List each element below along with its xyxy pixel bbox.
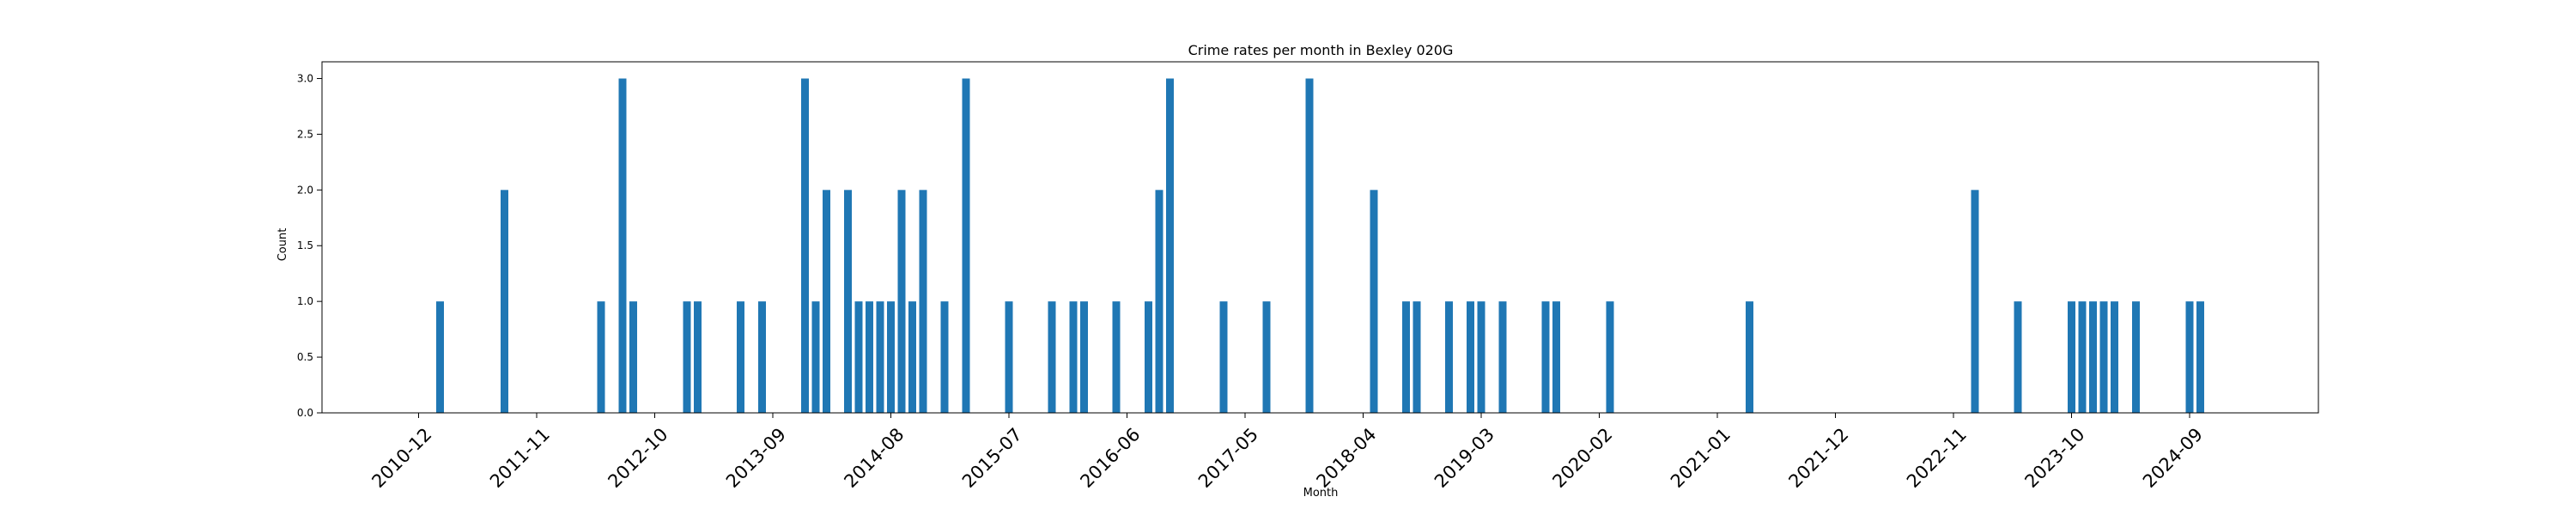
x-tick-label: 2014-08 [840, 424, 908, 492]
bar-2014-05 [854, 301, 863, 413]
y-tick-label: 2.5 [297, 128, 313, 140]
bar-2015-03 [962, 78, 970, 413]
x-tick-label: 2017-05 [1194, 424, 1262, 492]
y-tick-label: 3.0 [297, 72, 313, 84]
bar-2019-09 [1541, 301, 1550, 413]
x-tick-label: 2012-10 [604, 424, 671, 492]
bar-2014-06 [866, 301, 873, 413]
bar-2016-01 [1069, 301, 1078, 413]
x-axis-label: Month [1303, 487, 1339, 500]
bar-2018-05 [1370, 190, 1378, 413]
bar-2023-05 [2014, 301, 2022, 413]
x-tick-label: 2020-02 [1548, 424, 1616, 492]
bar-2019-03 [1477, 301, 1485, 413]
bar-2020-03 [1606, 301, 1614, 413]
bar-2021-04 [1746, 301, 1753, 413]
bar-2013-02 [694, 301, 702, 413]
bar-2024-02 [2111, 301, 2118, 413]
bar-2015-11 [1048, 301, 1056, 413]
bar-2012-05 [597, 301, 605, 413]
bar-2023-11 [2078, 301, 2087, 413]
x-tick-label: 2018-04 [1312, 424, 1380, 492]
bar-2014-08 [887, 301, 895, 413]
bar-2023-12 [2089, 301, 2097, 413]
y-tick-label: 0.0 [297, 407, 313, 419]
x-tick-label: 2021-01 [1667, 424, 1735, 492]
bar-2019-02 [1467, 301, 1474, 413]
x-tick-label: 2011-11 [486, 424, 554, 492]
y-axis-ticks: 0.0 0.5 1.0 1.5 2.0 2.5 3.0 [297, 72, 322, 419]
bars-group [436, 78, 2204, 413]
bar-2024-01 [2099, 301, 2108, 413]
bar-2018-12 [1445, 301, 1453, 413]
bar-2014-10 [908, 301, 916, 413]
bar-2013-01 [683, 301, 691, 413]
x-tick-label: 2019-03 [1431, 424, 1498, 492]
bar-2014-02 [823, 190, 830, 413]
bar-2011-02 [436, 301, 444, 413]
bar-2016-05 [1112, 301, 1121, 413]
x-tick-label: 2015-07 [958, 424, 1026, 492]
bar-2016-08 [1145, 301, 1152, 413]
bar-2018-08 [1402, 301, 1410, 413]
bar-2014-11 [919, 190, 927, 413]
bar-2016-09 [1155, 190, 1163, 413]
x-tick-label: 2010-12 [368, 424, 435, 492]
bar-2013-06 [737, 301, 744, 413]
bar-2014-07 [876, 301, 884, 413]
bar-2019-05 [1498, 301, 1507, 413]
bar-2017-03 [1219, 301, 1228, 413]
y-tick-label: 2.0 [297, 184, 313, 196]
bar-2014-01 [811, 301, 820, 413]
bar-2013-12 [801, 78, 809, 413]
x-tick-label: 2021-12 [1784, 424, 1852, 492]
chart-title: Crime rates per month in Bexley 020G [1188, 42, 1454, 58]
bar-2015-07 [1005, 301, 1013, 413]
bar-2024-09 [2185, 301, 2194, 413]
plot-frame [321, 61, 2319, 414]
y-axis-label: Count [276, 228, 289, 262]
bar-2018-09 [1413, 301, 1421, 413]
bar-2024-04 [2132, 301, 2140, 413]
bar-2011-08 [501, 190, 508, 413]
bar-2023-10 [2068, 301, 2075, 413]
x-tick-label: 2013-09 [722, 424, 790, 492]
x-tick-label: 2024-09 [2139, 424, 2207, 492]
bar-2023-01 [1971, 190, 1979, 413]
bar-2012-08 [629, 301, 637, 413]
bar-2016-02 [1080, 301, 1088, 413]
bar-2015-01 [940, 301, 949, 413]
y-tick-label: 1.5 [297, 239, 313, 251]
bar-2016-10 [1166, 78, 1174, 413]
bar-2017-11 [1305, 78, 1314, 413]
bar-2014-04 [844, 190, 852, 413]
bar-2017-07 [1262, 301, 1271, 413]
x-tick-label: 2016-06 [1076, 424, 1144, 492]
x-axis-ticks: 2010-12 2011-11 2012-10 2013-09 2014-08 2015-… [368, 413, 2207, 492]
x-tick-label: 2023-10 [2020, 424, 2088, 492]
x-tick-label: 2022-11 [1903, 424, 1971, 492]
bar-2014-09 [897, 190, 906, 413]
y-tick-label: 1.0 [297, 295, 313, 307]
bar-2024-10 [2196, 301, 2204, 413]
y-tick-label: 0.5 [297, 351, 313, 363]
bar-2012-07 [618, 78, 627, 413]
bar-2013-08 [758, 301, 766, 413]
bar-2019-10 [1552, 301, 1560, 413]
